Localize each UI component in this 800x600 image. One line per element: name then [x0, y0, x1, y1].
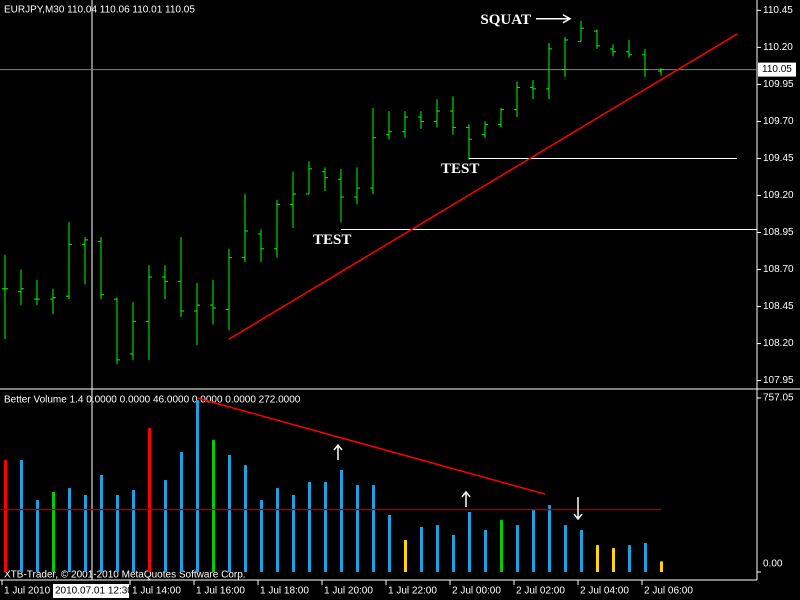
volume-bar	[20, 460, 23, 572]
volume-bar	[100, 475, 103, 572]
x-tick-label: 2 Jul 02:00	[516, 586, 565, 597]
volume-bar	[308, 481, 311, 572]
volume-bar	[68, 488, 71, 572]
volume-bar	[452, 534, 455, 572]
y-tick-label: 108.20	[763, 338, 794, 349]
y-tick-label: 110.20	[763, 42, 793, 53]
x-tick-label: 1 Jul 14:00	[132, 586, 181, 597]
volume-bar	[340, 469, 343, 572]
volume-bar	[404, 540, 407, 572]
y-tick-label: 110.45	[763, 5, 793, 16]
y-tick-label: 108.70	[763, 264, 794, 275]
volume-bar	[596, 545, 599, 572]
x-tick-label: 1 Jul 16:00	[196, 586, 245, 597]
arrowhead	[333, 443, 343, 451]
volume-bar	[516, 525, 519, 572]
y-tick-label: 108.45	[763, 301, 794, 312]
volume-bar	[532, 509, 535, 572]
level-label: TEST	[441, 161, 479, 177]
volume-bar	[564, 525, 567, 572]
level-label: TEST	[313, 232, 351, 248]
volume-bar	[84, 495, 87, 572]
y-tick-label: 107.95	[763, 375, 794, 386]
volume-bar	[324, 481, 327, 572]
volume-bar	[372, 485, 375, 572]
x-tick-label: 2 Jul 00:00	[452, 586, 501, 597]
y-tick-label: 109.95	[763, 79, 794, 90]
crosshair-label: 2010.07.01 12:30	[55, 586, 133, 597]
y-tick-label: 109.70	[763, 116, 794, 127]
volume-bar	[628, 545, 631, 572]
volume-bar	[244, 465, 247, 572]
volume-bar	[388, 514, 391, 572]
volume-bar	[276, 488, 279, 572]
volume-bar	[548, 505, 551, 572]
volume-bar	[4, 460, 7, 572]
volume-bar	[500, 520, 503, 572]
volume-bar	[436, 525, 439, 572]
volume-bar	[228, 455, 231, 572]
x-tick-label: 1 Jul 18:00	[260, 586, 309, 597]
y-tick-label: 0.00	[763, 559, 783, 570]
current-price-box	[758, 62, 796, 77]
volume-bar	[484, 529, 487, 572]
volume-bar	[196, 400, 199, 572]
y-tick-label: 109.45	[763, 153, 794, 164]
volume-bar	[644, 543, 647, 572]
x-tick-label: 2 Jul 06:00	[644, 586, 693, 597]
arrowhead	[573, 513, 583, 521]
volume-bar	[36, 500, 39, 572]
annotation-arrowhead	[562, 14, 572, 24]
volume-bar	[212, 440, 215, 572]
trend-line	[196, 397, 546, 495]
y-tick-label: 108.95	[763, 227, 794, 238]
volume-bar	[356, 485, 359, 572]
volume-bar	[148, 428, 151, 572]
chart-title: EURJPY,M30 110.04 110.06 110.01 110.05	[4, 5, 195, 16]
volume-bar	[420, 526, 423, 572]
volume-bar	[660, 561, 663, 572]
footer: XTB-Trader, © 2001-2010 MetaQuotes Softw…	[4, 570, 246, 581]
annotation: SQUAT	[480, 12, 531, 28]
volume-bar	[116, 495, 119, 572]
volume-bar	[52, 492, 55, 572]
volume-bar	[132, 489, 135, 572]
x-tick-label: 1 Jul 20:00	[324, 586, 373, 597]
indicator-title: Better Volume 1.4 0.0000 0.0000 46.0000 …	[4, 395, 301, 406]
x-tick-label: 1 Jul 2010	[4, 586, 51, 597]
volume-bar	[260, 500, 263, 572]
volume-bar	[180, 452, 183, 572]
volume-bar	[164, 480, 167, 572]
volume-bar	[292, 495, 295, 572]
volume-bar	[468, 512, 471, 572]
y-tick-label: 109.20	[763, 190, 794, 201]
crosshair-label-box	[53, 584, 129, 598]
y-tick-label: 757.05	[763, 393, 794, 404]
volume-bar	[580, 529, 583, 572]
x-tick-label: 2 Jul 04:00	[580, 586, 629, 597]
x-tick-label: 1 Jul 22:00	[388, 586, 437, 597]
current-price-label: 110.05	[762, 64, 792, 75]
volume-bar	[612, 548, 615, 572]
arrowhead	[461, 490, 471, 498]
trend-line	[228, 33, 738, 340]
